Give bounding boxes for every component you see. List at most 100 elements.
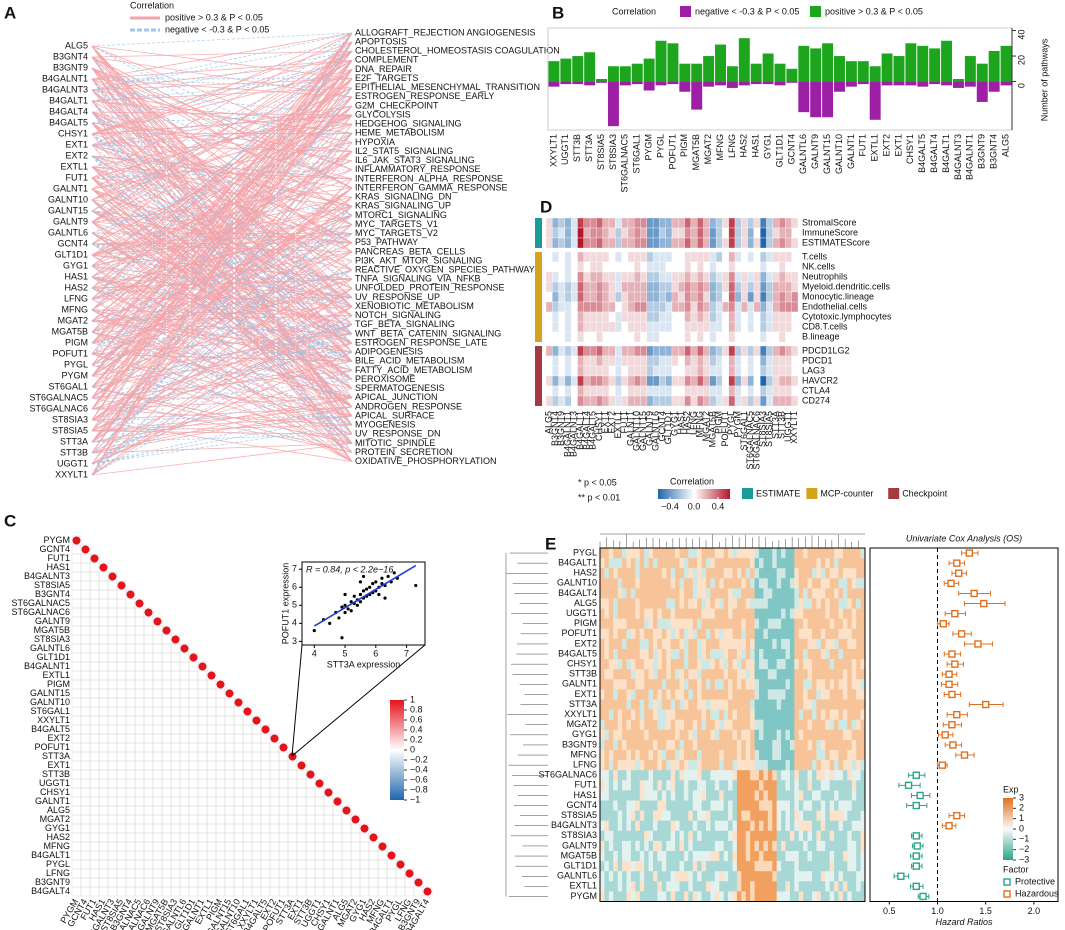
diagonal-dot bbox=[198, 662, 207, 671]
texture-cell bbox=[683, 568, 689, 579]
heat-cell bbox=[615, 365, 622, 377]
texture-cell bbox=[626, 871, 632, 882]
texture-cell bbox=[816, 820, 822, 832]
hr-point bbox=[951, 660, 959, 668]
texture-cell bbox=[617, 709, 623, 720]
texture-cell bbox=[789, 618, 795, 630]
texture-cell bbox=[608, 790, 614, 801]
row-label: B3GNT9 bbox=[35, 877, 70, 887]
texture-cell bbox=[604, 588, 610, 599]
network-edge bbox=[91, 50, 353, 102]
texture-cell bbox=[661, 729, 667, 741]
texture-cell bbox=[710, 608, 716, 619]
texture-cell bbox=[741, 649, 747, 660]
texture-cell bbox=[838, 810, 844, 821]
col-label: MGAT5B bbox=[707, 411, 717, 447]
texture-cell bbox=[803, 891, 808, 902]
diagonal-dot bbox=[279, 743, 288, 752]
pathway-label: CHOLESTEROL_HOMEOSTASIS COAGULATION bbox=[355, 46, 560, 56]
texture-cell bbox=[608, 669, 614, 680]
matrix-cell bbox=[179, 724, 190, 735]
matrix-cell bbox=[179, 832, 190, 843]
heat-cell bbox=[571, 301, 578, 313]
heat-cell bbox=[652, 251, 660, 263]
texture-cell bbox=[772, 891, 777, 902]
matrix-cell bbox=[116, 751, 127, 762]
texture-cell bbox=[829, 638, 835, 650]
legend-label: positive > 0.3 & P < 0.05 bbox=[825, 6, 923, 16]
heat-cell bbox=[671, 355, 679, 367]
texture-cell bbox=[675, 699, 680, 710]
matrix-cell bbox=[188, 796, 199, 807]
texture-cell bbox=[763, 669, 769, 680]
heat-cell bbox=[709, 355, 717, 367]
matrix-cell bbox=[125, 859, 136, 870]
texture-cell bbox=[719, 578, 724, 589]
heat-cell bbox=[684, 375, 692, 387]
texture-cell bbox=[639, 699, 645, 710]
matrix-cell bbox=[71, 616, 82, 627]
heat-cell bbox=[583, 261, 591, 273]
texture-cell bbox=[608, 638, 614, 650]
texture-cell bbox=[617, 588, 623, 599]
hr-point bbox=[941, 731, 949, 739]
matrix-cell bbox=[224, 787, 235, 798]
matrix-cell bbox=[89, 562, 100, 573]
texture-cell bbox=[600, 800, 605, 811]
heat-cell bbox=[772, 227, 780, 239]
matrix-cell bbox=[260, 814, 271, 825]
heat-cell bbox=[747, 321, 755, 333]
matrix-cell bbox=[269, 859, 280, 870]
matrix-cell bbox=[98, 697, 109, 708]
heat-cell bbox=[615, 281, 622, 293]
matrix-cell bbox=[206, 715, 217, 726]
gene-label: HAS1 bbox=[573, 790, 597, 800]
texture-cell bbox=[794, 851, 800, 862]
texture-cell bbox=[789, 558, 795, 569]
x-tick-label: HAS2 bbox=[739, 134, 749, 158]
matrix-cell bbox=[377, 886, 388, 897]
heat-cell bbox=[659, 227, 666, 239]
heat-cell bbox=[564, 375, 572, 387]
texture-cell bbox=[670, 820, 676, 832]
texture-cell bbox=[648, 618, 654, 630]
texture-cell bbox=[851, 608, 857, 619]
heat-cell bbox=[640, 321, 647, 333]
diagonal-dot bbox=[252, 716, 261, 725]
texture-cell bbox=[661, 618, 667, 630]
texture-cell bbox=[838, 578, 844, 589]
heat-cell bbox=[608, 375, 616, 387]
texture-cell bbox=[697, 689, 702, 700]
heat-cell bbox=[766, 311, 773, 323]
heat-cell bbox=[621, 227, 629, 239]
texture-cell bbox=[710, 618, 716, 630]
texture-cell bbox=[661, 790, 667, 801]
texture-cell bbox=[653, 679, 658, 690]
heat-cell bbox=[571, 311, 578, 323]
texture-cell bbox=[829, 871, 835, 882]
heat-cell bbox=[646, 251, 654, 263]
x-tick-label: ALG5 bbox=[1000, 134, 1010, 157]
texture-cell bbox=[635, 679, 641, 690]
heat-cell bbox=[596, 311, 603, 323]
texture-cell bbox=[613, 830, 618, 842]
texture-cell bbox=[834, 719, 839, 731]
texture-cell bbox=[608, 810, 614, 821]
texture-cell bbox=[732, 830, 738, 842]
texture-cell bbox=[683, 851, 689, 862]
matrix-cell bbox=[98, 706, 109, 717]
texture-cell bbox=[675, 851, 680, 862]
heat-cell bbox=[747, 291, 755, 303]
matrix-cell bbox=[323, 868, 334, 879]
texture-cell bbox=[617, 598, 623, 609]
texture-cell bbox=[803, 871, 808, 882]
network-edge bbox=[91, 351, 353, 399]
pathway-label: EPITHELIAL_MESENCHYMAL_TRANSITION bbox=[355, 82, 540, 92]
matrix-cell bbox=[161, 832, 172, 843]
pathway-label: MYC_TARGETS_V2 bbox=[355, 228, 438, 238]
bar bbox=[941, 81, 953, 86]
texture-cell bbox=[697, 669, 702, 680]
matrix-cell bbox=[89, 742, 100, 753]
heat-cell bbox=[634, 321, 641, 333]
matrix-cell bbox=[89, 751, 100, 762]
